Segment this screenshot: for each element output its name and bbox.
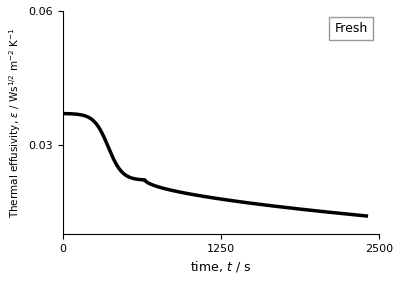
X-axis label: time, $t$ / s: time, $t$ / s bbox=[190, 259, 252, 274]
Y-axis label: Thermal effusivity, $\varepsilon$ / Ws$^{1/2}$ m$^{-2}$ K$^{-1}$: Thermal effusivity, $\varepsilon$ / Ws$^… bbox=[7, 27, 23, 218]
Legend: Fresh: Fresh bbox=[330, 17, 373, 40]
